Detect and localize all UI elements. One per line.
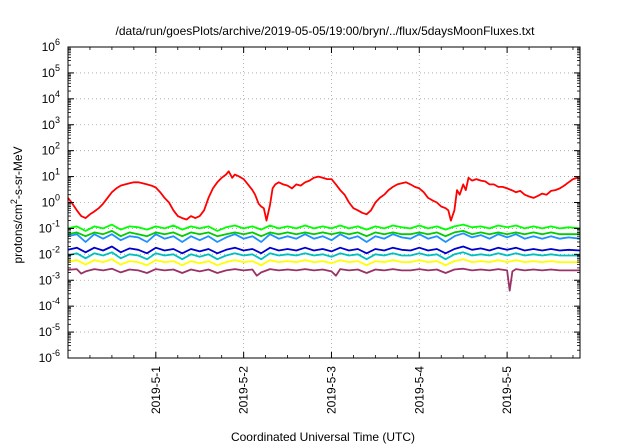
y-tick-label: 105 [42, 63, 60, 80]
x-tick-label: 2019-5-3 [324, 366, 338, 414]
series-line [67, 258, 580, 267]
series-line [67, 232, 581, 243]
series-line [67, 223, 581, 232]
series-line [67, 267, 580, 292]
chart-title: /data/run/goesPlots/archive/2019-05-05/1… [116, 24, 536, 38]
y-ticks: 10-6 10-5 10-4 10-3 10-2 10-1 100 101 102 103 104 1… [39, 37, 580, 365]
series-line [67, 229, 580, 238]
y-tick-label: 106 [42, 37, 60, 54]
y-tick-label: 100 [42, 193, 60, 210]
y-tick-label: 10-1 [39, 218, 60, 235]
y-tick-label: 102 [42, 141, 60, 158]
y-tick-label: 10-2 [39, 244, 60, 261]
x-tick-label: 2019-5-5 [500, 366, 514, 414]
y-tick-label: 10-3 [39, 270, 60, 287]
x-axis-label: Coordinated Universal Time (UTC) [231, 430, 415, 444]
series-line [67, 251, 580, 261]
series-group [67, 170, 581, 292]
series-line [67, 245, 581, 255]
grid [68, 47, 580, 358]
y-tick-label: 103 [42, 115, 60, 132]
y-tick-label: 10-5 [39, 322, 60, 339]
y-axis-label: protons/cm2-s-sr-MeV [9, 146, 25, 263]
x-tick-label: 2019-5-4 [412, 366, 426, 414]
y-tick-label: 10-6 [39, 348, 60, 365]
x-tick-label: 2019-5-2 [237, 366, 251, 414]
x-ticks: 2019-5-1 2019-5-2 2019-5-3 2019-5-4 2019-5-5 [89, 47, 574, 414]
y-tick-label: 10-4 [39, 296, 60, 313]
y-tick-label: 104 [42, 89, 60, 106]
series-line [67, 170, 581, 222]
x-tick-label: 2019-5-1 [149, 366, 163, 414]
y-tick-label: 101 [42, 167, 60, 184]
